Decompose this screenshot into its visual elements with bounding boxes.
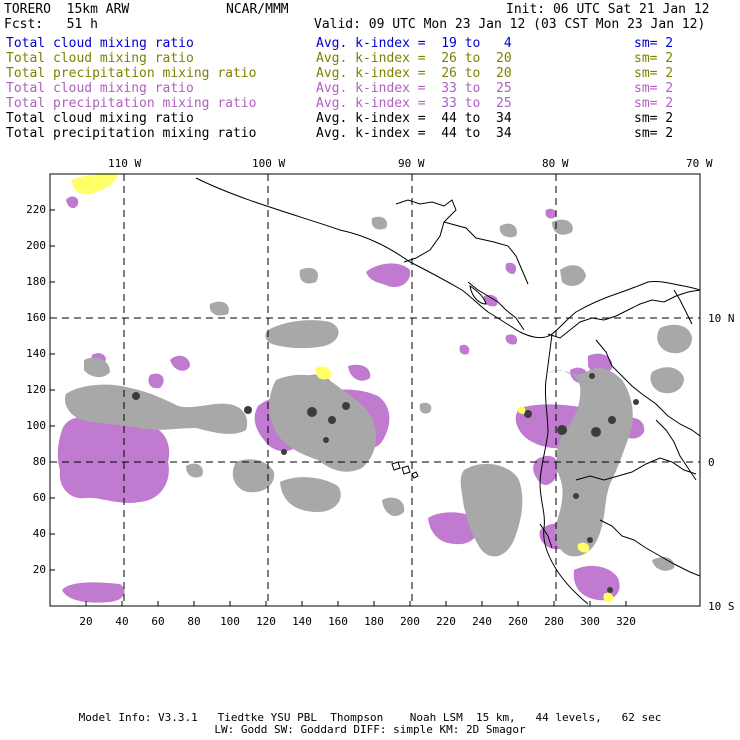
legend-row: Total precipitation mixing ratio Avg. k-… (6, 66, 673, 81)
x-tick-label: 120 (256, 615, 276, 628)
x-tick-label: 80 (187, 615, 201, 628)
y-tick-label: 200 (26, 239, 46, 252)
x-tick-label: 140 (292, 615, 312, 628)
x-tick-label: 280 (544, 615, 564, 628)
legend-row: Total precipitation mixing ratio Avg. k-… (6, 126, 673, 141)
x-tick-label: 100 (220, 615, 240, 628)
forecast-hour: Fcst: 51 h (4, 17, 98, 32)
legend-smoothing: sm= 2 (634, 126, 674, 141)
yellow-regions (72, 174, 614, 603)
graticule (50, 174, 700, 606)
legend-kindex: Avg. k-index = 19 to 4 (316, 36, 512, 51)
y-tick-label: 180 (26, 275, 46, 288)
model-title: TORERO 15km ARW (4, 2, 130, 17)
lon-label-70w: 70 W (686, 157, 713, 170)
lon-label-80w: 80 W (542, 157, 569, 170)
lon-label-90w: 90 W (398, 157, 425, 170)
y-tick-label: 120 (26, 383, 46, 396)
x-tick-label: 180 (364, 615, 384, 628)
footer-physics-info: LW: Godd SW: Goddard DIFF: simple KM: 2D… (214, 723, 526, 736)
dark-cloud-cores (132, 373, 639, 593)
x-tick-label: 60 (151, 615, 165, 628)
x-tick-label: 200 (400, 615, 420, 628)
legend-label: Total precipitation mixing ratio (6, 66, 257, 81)
legend-label: Total cloud mixing ratio (6, 81, 194, 96)
legend-kindex: Avg. k-index = 26 to 20 (316, 51, 512, 66)
legend-row: Total precipitation mixing ratio Avg. k-… (6, 96, 673, 111)
lat-label-10n: 10 N (708, 312, 735, 325)
init-time: Init: 06 UTC Sat 21 Jan 12 (506, 2, 710, 17)
y-tick-label: 220 (26, 203, 46, 216)
legend-row: Total cloud mixing ratio Avg. k-index = … (6, 51, 673, 66)
coastlines (195, 177, 700, 605)
y-tick-label: 20 (32, 563, 46, 576)
map-fields (50, 174, 700, 606)
legend-label: Total precipitation mixing ratio (6, 96, 257, 111)
legend-smoothing: sm= 2 (634, 36, 674, 51)
legend-kindex: Avg. k-index = 33 to 25 (316, 81, 512, 96)
lat-label-0: 0 (708, 456, 715, 469)
lat-label-10s: 10 S (708, 600, 735, 613)
lon-label-110w: 110 W (108, 157, 142, 170)
legend-label: Total cloud mixing ratio (6, 36, 194, 51)
legend-smoothing: sm= 2 (634, 96, 674, 111)
x-tick-label: 320 (616, 615, 636, 628)
y-tick-label: 160 (26, 311, 46, 324)
legend-label: Total precipitation mixing ratio (6, 126, 257, 141)
lon-label-100w: 100 W (252, 157, 286, 170)
legend-label: Total cloud mixing ratio (6, 51, 194, 66)
legend-row: Total cloud mixing ratio Avg. k-index = … (6, 81, 673, 96)
y-tick-label: 100 (26, 419, 46, 432)
legend-label: Total cloud mixing ratio (6, 111, 194, 126)
legend-smoothing: sm= 2 (634, 81, 674, 96)
legend-smoothing: sm= 2 (634, 51, 674, 66)
x-tick-label: 20 (79, 615, 93, 628)
legend-smoothing: sm= 2 (634, 111, 674, 126)
valid-time: Valid: 09 UTC Mon 23 Jan 12 (03 CST Mon … (314, 17, 706, 32)
y-tick-label: 40 (32, 527, 46, 540)
x-tick-label: 220 (436, 615, 456, 628)
legend-kindex: Avg. k-index = 44 to 34 (316, 111, 512, 126)
legend-smoothing: sm= 2 (634, 66, 674, 81)
x-tick-label: 160 (328, 615, 348, 628)
legend-kindex: Avg. k-index = 44 to 34 (316, 126, 512, 141)
legend-row: Total cloud mixing ratio Avg. k-index = … (6, 36, 673, 51)
x-tick-label: 300 (580, 615, 600, 628)
axis-ticks (50, 209, 627, 606)
y-tick-label: 80 (32, 455, 46, 468)
center-label: NCAR/MMM (226, 2, 289, 17)
x-tick-label: 240 (472, 615, 492, 628)
y-tick-label: 60 (32, 491, 46, 504)
x-tick-label: 260 (508, 615, 528, 628)
legend-row: Total cloud mixing ratio Avg. k-index = … (6, 111, 673, 126)
footer-model-info: Model Info: V3.3.1 Tiedtke YSU PBL Thomp… (78, 711, 662, 724)
x-tick-label: 40 (115, 615, 129, 628)
gray-cloud-regions (64, 216, 692, 571)
legend-kindex: Avg. k-index = 26 to 20 (316, 66, 512, 81)
y-tick-label: 140 (26, 347, 46, 360)
legend-kindex: Avg. k-index = 33 to 25 (316, 96, 512, 111)
